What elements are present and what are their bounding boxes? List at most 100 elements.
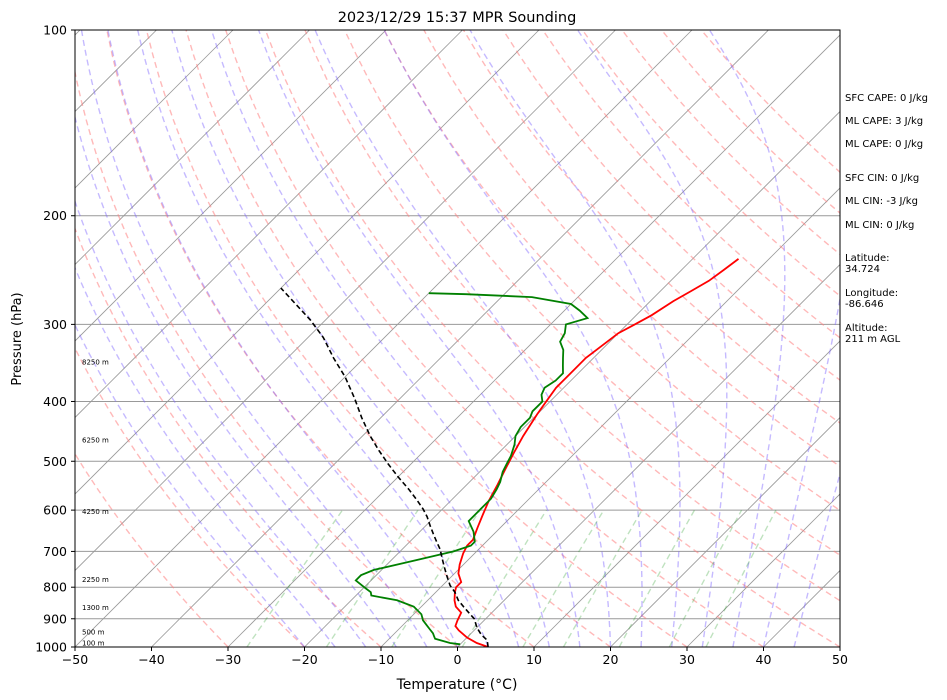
height-labels: 100 m 500 m 1300 m 2250 m 4250 m 6250 m 8250 m	[82, 358, 109, 647]
x-tick-label: 30	[679, 652, 695, 667]
altitude-value: 211 m AGL	[845, 334, 901, 345]
y-tick-label: 100	[43, 23, 67, 38]
y-tick-label: 300	[43, 317, 67, 332]
dry-adiabat	[75, 452, 229, 647]
dry-adiabat	[106, 30, 535, 647]
isotherm-line	[0, 30, 4, 647]
dry-adiabat	[383, 30, 840, 512]
height-label: 6250 m	[82, 437, 109, 445]
mixing-ratio-line	[391, 509, 481, 647]
dry-adiabat	[185, 30, 688, 647]
isotherm-line	[304, 110, 840, 647]
chart-title: 2023/12/29 15:37 MPR Sounding	[338, 10, 577, 26]
y-tick-label: 600	[43, 503, 67, 518]
x-tick-label: 20	[603, 652, 619, 667]
x-tick-label: −40	[138, 652, 164, 667]
y-tick-label: 500	[43, 454, 67, 469]
moist-adiabat	[107, 30, 459, 647]
isotherm-line	[75, 30, 234, 189]
x-tick-label: −10	[368, 652, 394, 667]
ml-cape-text-2: ML CAPE: 0 J/kg	[845, 139, 924, 150]
moist-adiabat	[80, 30, 428, 647]
moist-adiabat	[577, 30, 728, 647]
moist-adiabat	[469, 30, 681, 647]
mixing-ratio-line	[705, 509, 777, 647]
mixing-ratio-line	[325, 509, 419, 647]
y-tick-label: 800	[43, 580, 67, 595]
mixing-ratio-line	[246, 509, 344, 647]
ml-cin-text-2: ML CIN: 0 J/kg	[845, 220, 915, 231]
mixing-ratio-line	[522, 509, 605, 647]
y-axis-label: Pressure (hPa)	[10, 292, 25, 385]
longitude-label: Longitude:	[845, 288, 899, 299]
moist-adiabat	[314, 30, 612, 647]
mixing-ratio-line	[668, 509, 743, 647]
moist-adiabat	[762, 295, 840, 647]
moist-adiabat	[75, 199, 367, 647]
longitude-value: -86.646	[845, 299, 884, 310]
moist-adiabat	[210, 30, 550, 647]
isotherm-line	[610, 416, 840, 647]
isotherm-line	[686, 493, 840, 647]
ml-cin-text-1: ML CIN: -3 J/kg	[845, 196, 918, 207]
dry-adiabat	[304, 30, 840, 602]
plot-frame	[74, 29, 841, 648]
isotherm-line	[151, 30, 769, 647]
moist-adiabat	[75, 114, 397, 647]
dry-adiabat	[225, 30, 764, 647]
parcel-profile	[280, 287, 489, 647]
moist-adiabat	[708, 30, 786, 647]
dewpoint-profile	[354, 292, 590, 646]
mixing-ratio-line	[461, 509, 548, 647]
y-axis-ticks: 100 200 300 400 500 600 700 800 900 1000	[35, 23, 75, 655]
isotherm-line	[75, 30, 463, 419]
moist-adiabat	[257, 30, 581, 647]
x-tick-label: −50	[62, 652, 88, 667]
altitude-label: Altitude:	[845, 323, 888, 334]
mixing-ratio-line	[562, 509, 643, 647]
y-tick-label: 400	[43, 394, 67, 409]
height-label: 500 m	[82, 628, 105, 636]
moist-adiabat	[75, 266, 336, 647]
isotherm-line	[75, 30, 310, 266]
x-tick-label: 40	[756, 652, 772, 667]
x-axis-label: Temperature (°C)	[396, 677, 518, 693]
temperature-profile	[453, 258, 740, 647]
y-tick-label: 1000	[35, 640, 67, 655]
moist-adiabat	[171, 30, 520, 647]
dry-adiabat	[343, 30, 840, 556]
x-axis-ticks: −50 −40 −30 −20 −10 0 10 20 30 40 50	[62, 647, 848, 667]
sounding-profiles	[280, 258, 740, 647]
latitude-value: 34.724	[845, 264, 880, 275]
mixing-ratio-line	[618, 509, 696, 647]
y-tick-label: 900	[43, 611, 67, 626]
isotherm-line	[457, 263, 840, 647]
isotherm-line	[75, 30, 540, 495]
isotherm-line	[533, 340, 840, 647]
x-tick-label: −20	[291, 652, 317, 667]
isotherm-line	[227, 34, 840, 647]
height-label: 8250 m	[82, 358, 109, 366]
dry-adiabat	[264, 30, 840, 647]
x-tick-label: 10	[526, 652, 542, 667]
ml-cape-text-1: ML CAPE: 3 J/kg	[845, 116, 924, 127]
latitude-label: Latitude:	[845, 253, 890, 264]
isotherm-line	[75, 30, 387, 342]
dry-adiabat	[145, 30, 611, 647]
dry-adiabat	[75, 346, 305, 647]
height-label: 2250 m	[82, 576, 109, 584]
dry-adiabat	[423, 30, 840, 468]
x-tick-label: 0	[454, 652, 462, 667]
height-label: 4250 m	[82, 508, 109, 516]
x-tick-label: 50	[832, 652, 848, 667]
isotherm-line	[75, 30, 693, 647]
sfc-cin-text: SFC CIN: 0 J/kg	[845, 173, 920, 184]
y-tick-label: 700	[43, 544, 67, 559]
moist-adiabat	[383, 30, 643, 647]
x-tick-label: −30	[215, 652, 241, 667]
y-tick-label: 200	[43, 208, 67, 223]
isotherm-line	[75, 30, 616, 572]
moist-adiabat	[793, 471, 840, 647]
background-lines	[0, 30, 840, 647]
